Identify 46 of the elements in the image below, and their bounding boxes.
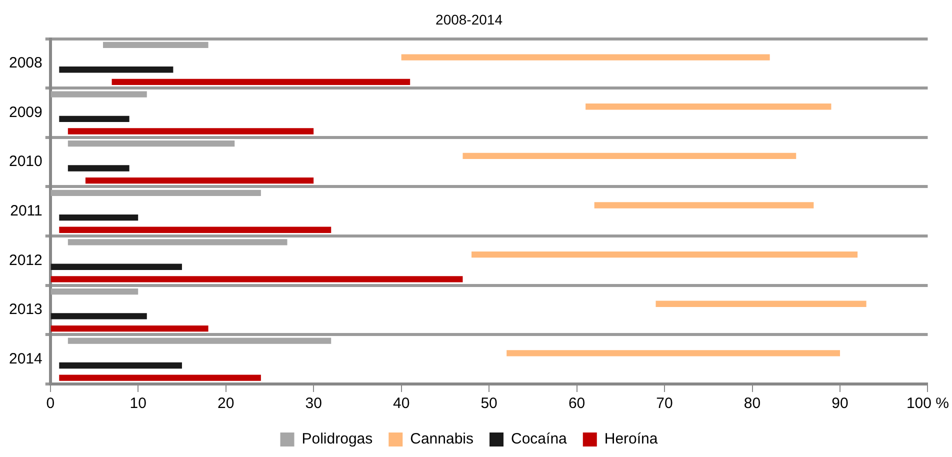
bar xyxy=(85,177,314,184)
bar xyxy=(472,251,858,258)
y-tick-label: 2014 xyxy=(8,350,42,368)
bar xyxy=(68,338,332,344)
y-tick-label: 2010 xyxy=(8,153,42,170)
bar xyxy=(59,374,261,381)
y-tick-label: 2013 xyxy=(8,301,42,318)
y-tick-label: 2009 xyxy=(8,104,42,121)
bar xyxy=(50,313,147,320)
y-tick-label: 2008 xyxy=(8,54,42,72)
bar xyxy=(401,54,770,60)
x-tick-label: 90 xyxy=(832,395,848,412)
x-tick-label: 100 % xyxy=(906,395,950,412)
x-tick-label: 70 xyxy=(656,395,673,412)
bar xyxy=(59,362,182,369)
bar xyxy=(68,128,314,134)
bar xyxy=(586,104,832,110)
x-tick-label: 0 xyxy=(46,395,55,412)
bar xyxy=(68,165,130,172)
x-tick-label: 20 xyxy=(218,395,234,412)
legend-label: Cocaína xyxy=(511,430,568,448)
bar xyxy=(594,202,814,208)
legend-label: Cannabis xyxy=(410,430,474,448)
bar xyxy=(59,116,130,122)
y-tick-label: 2011 xyxy=(10,202,42,220)
bar xyxy=(50,190,261,196)
x-tick-label: 80 xyxy=(744,395,761,412)
bar xyxy=(50,276,463,282)
legend-label: Polidrogas xyxy=(302,430,373,448)
chart-title: 2008-2014 xyxy=(436,11,503,28)
x-tick-label: 10 xyxy=(130,395,146,412)
x-tick-label: 60 xyxy=(568,395,586,412)
bar xyxy=(462,152,796,160)
bar xyxy=(50,325,208,332)
x-tick-label: 40 xyxy=(392,395,410,412)
bar xyxy=(656,300,866,307)
bar xyxy=(59,214,138,221)
bar xyxy=(506,350,840,356)
bar xyxy=(112,78,410,86)
bar xyxy=(50,264,182,270)
bar xyxy=(59,226,332,233)
x-tick-label: 30 xyxy=(305,395,322,412)
x-tick-label: 50 xyxy=(480,395,498,412)
y-tick-label: 2012 xyxy=(8,252,42,269)
legend-label: Heroína xyxy=(604,430,658,448)
bar xyxy=(59,66,174,73)
